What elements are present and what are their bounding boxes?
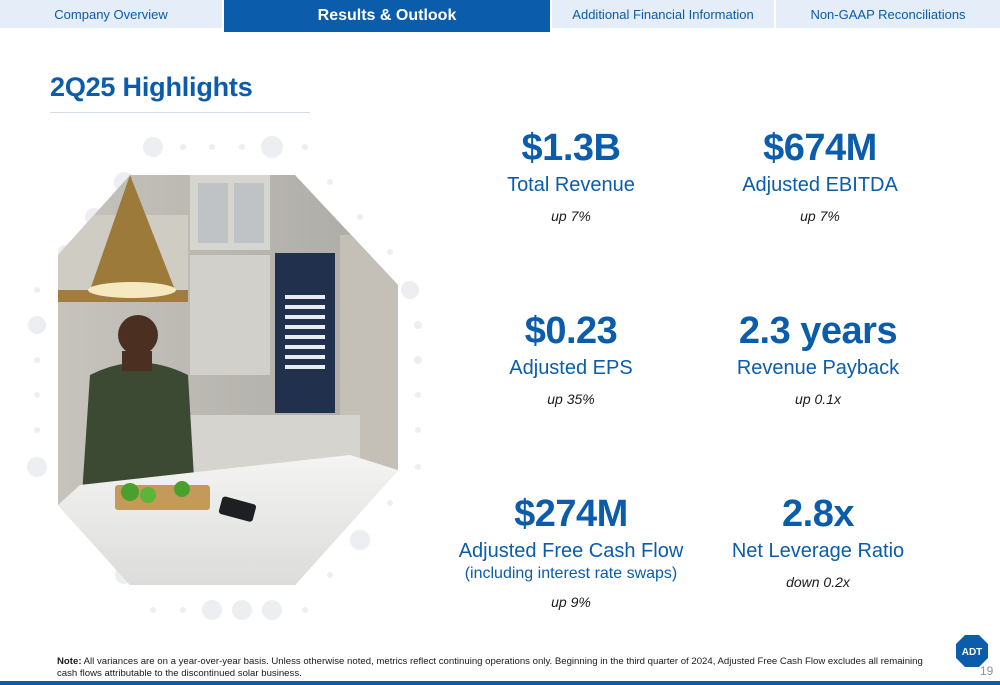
adt-octagon-icon: ADT bbox=[956, 635, 988, 667]
kitchen-photo-illustration bbox=[27, 136, 422, 620]
page-title: 2Q25 Highlights bbox=[50, 72, 253, 102]
metric-total-revenue: $1.3B Total Revenue up 7% bbox=[441, 126, 701, 224]
page-number: 19 bbox=[980, 664, 994, 678]
metric-label: Adjusted Free Cash Flow bbox=[458, 540, 684, 562]
section-nav: Company Overview Results & Outlook Addit… bbox=[0, 0, 1000, 32]
metric-change: up 7% bbox=[800, 208, 840, 224]
footnote-label: Note: bbox=[57, 656, 82, 667]
footnote: Note: All variances are on a year-over-y… bbox=[57, 656, 937, 680]
metric-change: up 7% bbox=[551, 208, 591, 224]
metric-sublabel: (including interest rate swaps) bbox=[464, 565, 678, 582]
metric-change: up 35% bbox=[547, 391, 595, 407]
metric-value: 2.3 years bbox=[738, 310, 898, 352]
metric-adjusted-eps: $0.23 Adjusted EPS up 35% bbox=[441, 309, 701, 407]
logo-text: ADT bbox=[962, 647, 983, 658]
bottom-accent-bar bbox=[0, 681, 1000, 685]
metric-change: down 0.2x bbox=[786, 574, 850, 590]
tab-additional-financial-information[interactable]: Additional Financial Information bbox=[552, 0, 776, 28]
metric-value: 2.8x bbox=[782, 493, 854, 535]
metric-adjusted-free-cash-flow: $274M Adjusted Free Cash Flow (including… bbox=[441, 492, 701, 610]
metric-label: Net Leverage Ratio bbox=[731, 540, 905, 562]
metric-label: Adjusted EBITDA bbox=[742, 174, 898, 196]
metric-label: Adjusted EPS bbox=[509, 357, 633, 379]
metric-change: up 9% bbox=[551, 594, 591, 610]
metric-value: $674M bbox=[763, 127, 877, 169]
metric-net-leverage-ratio: 2.8x Net Leverage Ratio down 0.2x bbox=[688, 492, 948, 590]
tab-non-gaap-reconciliations[interactable]: Non-GAAP Reconciliations bbox=[776, 0, 1000, 28]
metric-revenue-payback: 2.3 years Revenue Payback up 0.1x bbox=[688, 309, 948, 407]
metric-label: Total Revenue bbox=[507, 174, 635, 196]
metric-change: up 0.1x bbox=[795, 391, 841, 407]
metric-value: $0.23 bbox=[524, 310, 618, 352]
metric-value: $274M bbox=[514, 493, 628, 535]
adt-logo: ADT bbox=[955, 634, 989, 668]
footnote-text: All variances are on a year-over-year ba… bbox=[57, 656, 923, 679]
title-divider bbox=[50, 112, 310, 113]
tab-results-outlook[interactable]: Results & Outlook bbox=[224, 0, 552, 32]
metric-adjusted-ebitda: $674M Adjusted EBITDA up 7% bbox=[690, 126, 950, 224]
kitchen-photo bbox=[20, 125, 440, 625]
tab-company-overview[interactable]: Company Overview bbox=[0, 0, 224, 28]
metric-value: $1.3B bbox=[521, 127, 621, 169]
metric-label: Revenue Payback bbox=[736, 357, 900, 379]
